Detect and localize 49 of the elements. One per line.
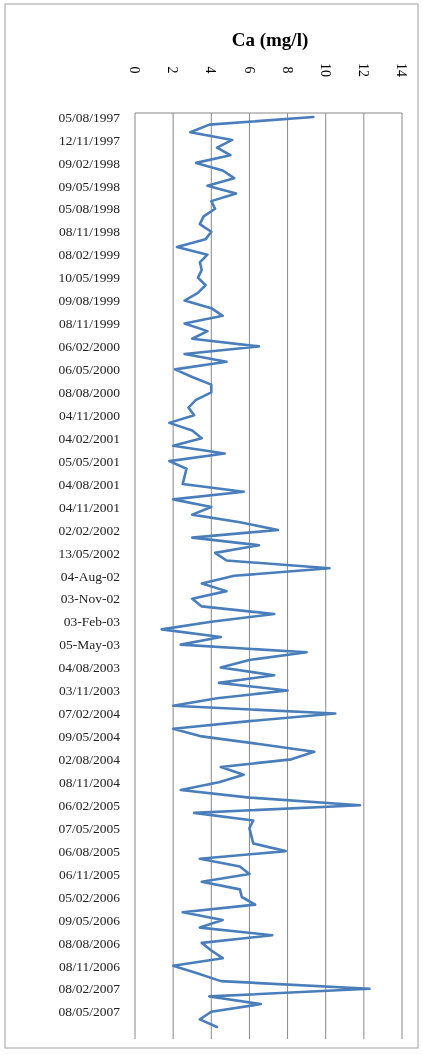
y-tick-label: 05/08/1997 xyxy=(58,109,121,125)
y-tick-label: 09/05/2004 xyxy=(58,729,121,745)
y-tick-label: 05/02/2006 xyxy=(58,889,121,905)
x-tick-label: 14 xyxy=(394,63,410,77)
x-tick-label: 6 xyxy=(241,66,257,74)
y-tick-label: 08/02/1999 xyxy=(58,247,121,263)
y-tick-label: 06/02/2000 xyxy=(58,339,121,355)
y-tick-label: 06/11/2005 xyxy=(58,866,121,882)
y-tick-label: 04-Aug-02 xyxy=(60,568,120,584)
y-tick-label: 07/05/2005 xyxy=(58,820,121,836)
y-tick-label: 06/02/2005 xyxy=(58,797,121,813)
x-tick-label: 12 xyxy=(355,63,371,77)
y-tick-label: 09/05/1998 xyxy=(58,178,121,194)
y-tick-label: 04/08/2001 xyxy=(58,476,120,492)
y-tick-label: 08/11/2006 xyxy=(58,958,121,974)
y-tick-label: 03/11/2003 xyxy=(58,683,121,699)
y-tick-label: 05/08/1998 xyxy=(58,201,121,217)
y-tick-label: 08/05/2007 xyxy=(58,1004,121,1020)
y-tick-label: 03-Feb-03 xyxy=(63,614,121,630)
y-tick-label: 06/08/2005 xyxy=(58,843,121,859)
y-tick-label: 12/11/1997 xyxy=(58,132,121,148)
y-tick-label: 07/02/2004 xyxy=(58,706,121,722)
chart-title: Ca (mg/l) xyxy=(231,29,309,51)
y-tick-label: 04/02/2001 xyxy=(58,430,120,446)
y-tick-label: 09/05/2006 xyxy=(58,912,121,928)
y-tick-label: 02/02/2002 xyxy=(58,522,120,538)
y-tick-label: 08/08/2006 xyxy=(58,935,121,951)
x-tick-label: 10 xyxy=(317,63,333,77)
y-tick-label: 05-May-03 xyxy=(59,637,121,653)
y-tick-label: 08/11/1998 xyxy=(58,224,121,240)
y-tick-label: 05/05/2001 xyxy=(58,453,120,469)
y-tick-label: 04/08/2003 xyxy=(58,660,121,676)
x-tick-label: 2 xyxy=(165,66,181,74)
y-tick-label: 10/05/1999 xyxy=(58,270,121,286)
y-tick-label: 08/02/2007 xyxy=(58,981,121,997)
y-tick-label: 13/05/2002 xyxy=(58,545,120,561)
y-tick-label: 03-Nov-02 xyxy=(60,591,120,607)
x-tick-label: 8 xyxy=(279,66,295,74)
y-tick-label: 02/08/2004 xyxy=(58,752,121,768)
y-tick-label: 08/11/1999 xyxy=(58,316,121,332)
x-tick-label: 4 xyxy=(203,66,219,74)
y-tick-label: 09/02/1998 xyxy=(58,155,121,171)
x-tick-label: 0 xyxy=(127,66,143,74)
y-tick-label: 09/08/1999 xyxy=(58,293,121,309)
y-tick-label: 04/11/2001 xyxy=(58,499,120,515)
y-tick-label: 08/11/2004 xyxy=(58,775,121,791)
y-tick-label: 06/05/2000 xyxy=(58,362,121,378)
y-tick-label: 08/08/2000 xyxy=(58,385,121,401)
y-tick-label: 04/11/2000 xyxy=(58,407,121,423)
